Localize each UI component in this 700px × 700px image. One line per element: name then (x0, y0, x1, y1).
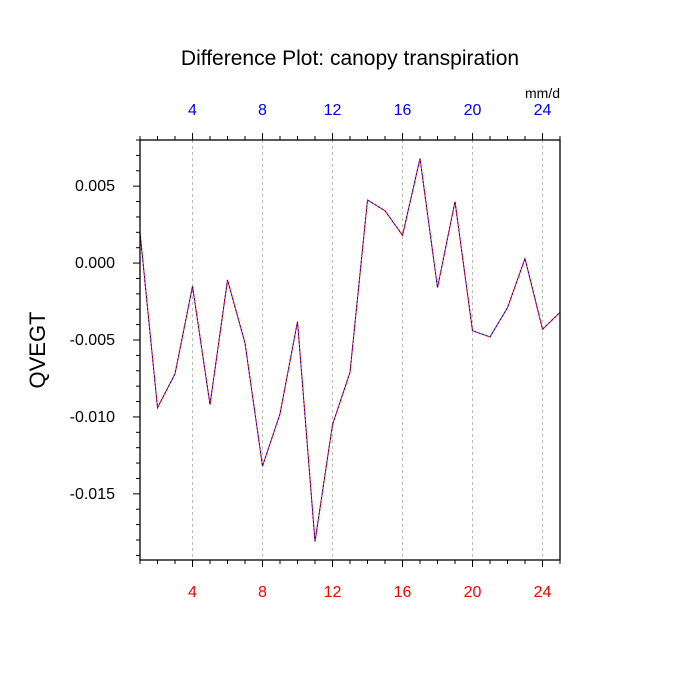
y-axis-label: QVEGT (25, 311, 50, 388)
y-tick-label: 0.005 (75, 178, 115, 195)
x-tick-label-bottom: 20 (464, 584, 482, 601)
units-label: mm/d (525, 85, 560, 101)
y-tick-label: 0.000 (75, 255, 115, 272)
y-tick-label: -0.010 (70, 409, 115, 426)
y-tick-label: -0.005 (70, 332, 115, 349)
y-tick-label: -0.015 (70, 486, 115, 503)
x-tick-label-top: 4 (188, 102, 197, 119)
axis-ticks (133, 133, 561, 567)
x-tick-label-bottom: 4 (188, 584, 197, 601)
x-tick-label-bottom: 8 (258, 584, 267, 601)
series-line-blue (139, 158, 561, 542)
series-lines (139, 158, 561, 542)
series-line-red (139, 158, 561, 542)
x-tick-label-bottom: 12 (324, 584, 342, 601)
x-tick-label-top: 12 (324, 102, 342, 119)
x-tick-label-top: 20 (464, 102, 482, 119)
chart-title: Difference Plot: canopy transpiration (181, 47, 519, 70)
x-tick-label-top: 8 (258, 102, 267, 119)
tick-labels: 4 4 8 8 12 12 16 16 20 20 24 24 0.005 0.000 -0.005 -0.0… (70, 102, 552, 601)
x-tick-label-bottom: 24 (534, 584, 552, 601)
plot-frame (139, 139, 561, 561)
x-tick-label-bottom: 16 (394, 584, 412, 601)
x-tick-label-top: 16 (394, 102, 412, 119)
x-tick-label-top: 24 (534, 102, 552, 119)
grid-lines (192, 140, 543, 560)
